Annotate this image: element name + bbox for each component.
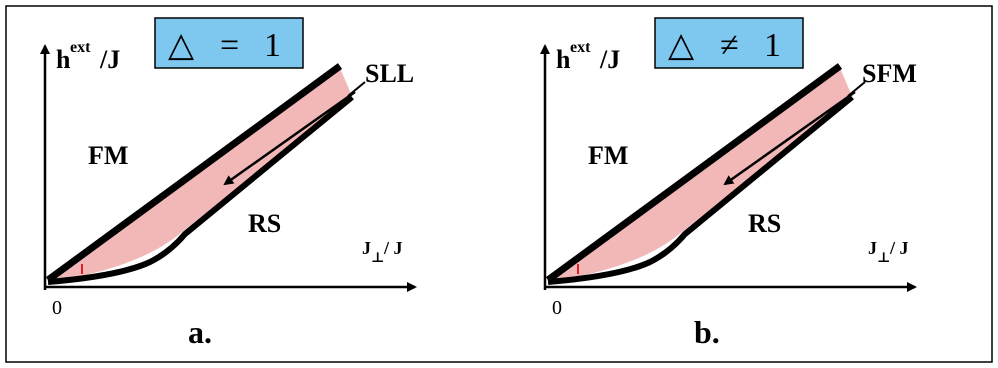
upper-boundary-line: [45, 63, 343, 283]
y-axis-label: h: [56, 45, 71, 74]
region-label-rs: RS: [748, 209, 781, 238]
x-axis-subscript: ⊥: [371, 251, 384, 266]
origin-label: 0: [552, 297, 562, 319]
region-label-fm: FM: [88, 141, 128, 170]
panel-label: a.: [188, 314, 212, 350]
origin-label: 0: [52, 297, 62, 319]
x-axis-subscript: ⊥: [877, 251, 890, 266]
panel-a: h ext /J △ = 1 FM RS SLL J ⊥ / J 0 a.: [40, 17, 417, 350]
delta-symbol: △: [668, 27, 695, 64]
region-label-fm: FM: [588, 141, 628, 170]
delta-value: 1: [764, 27, 781, 64]
upper-boundary-line: [545, 63, 843, 283]
y-axis-superscript: ext: [70, 39, 91, 56]
figure-frame: [5, 5, 993, 363]
y-axis-label: h: [556, 45, 571, 74]
panel-b: h ext /J △ ≠ 1 FM RS SFM J ⊥ / J 0 b.: [540, 17, 917, 350]
band-leader-line: [847, 81, 866, 97]
delta-box: [654, 17, 804, 69]
region-label-band: SLL: [365, 59, 414, 88]
region-label-band: SFM: [862, 59, 917, 88]
x-axis-tail: / J: [889, 238, 909, 258]
region-label-rs: RS: [248, 209, 281, 238]
x-axis-label: J: [868, 238, 877, 258]
delta-box: [154, 17, 304, 69]
x-axis-tail: / J: [383, 238, 403, 258]
flow-arrow: [223, 90, 356, 186]
panel-label: b.: [694, 314, 720, 350]
delta-relation: ≠: [720, 27, 739, 64]
lower-boundary-curve: [47, 94, 354, 285]
x-axis-label: J: [362, 238, 371, 258]
delta-relation: =: [220, 27, 239, 64]
y-axis-tail: /J: [99, 45, 120, 74]
flow-arrow: [723, 90, 856, 186]
delta-symbol: △: [168, 27, 195, 64]
lower-boundary-curve: [547, 94, 854, 285]
delta-value: 1: [264, 27, 281, 64]
band-leader-line: [347, 81, 366, 97]
y-axis-tail: /J: [599, 45, 620, 74]
y-axis-superscript: ext: [570, 39, 591, 56]
